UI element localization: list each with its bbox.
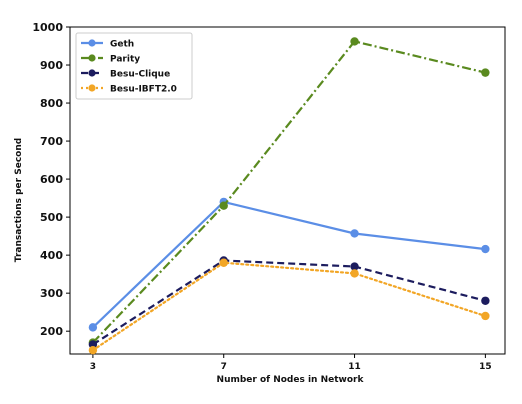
legend-label: Besu-IBFT2.0 xyxy=(110,85,177,95)
series-besu-clique xyxy=(88,256,490,349)
legend-swatch-marker xyxy=(88,69,96,77)
x-tick-label: 15 xyxy=(479,362,492,372)
plot-frame xyxy=(69,26,506,355)
x-tick-label: 3 xyxy=(90,362,96,372)
data-point xyxy=(481,68,490,77)
y-axis-label: Transactions per Second xyxy=(14,138,24,262)
y-tick-label: 600 xyxy=(40,173,63,186)
data-point xyxy=(481,244,490,254)
data-point xyxy=(350,262,359,271)
data-point xyxy=(481,296,490,305)
y-tick-label: 800 xyxy=(40,97,63,110)
x-axis: 3 7 11 15 xyxy=(90,354,492,372)
data-point xyxy=(88,345,98,355)
legend-label: Parity xyxy=(110,55,140,65)
legend-swatch-marker xyxy=(88,84,96,92)
y-tick-label: 1000 xyxy=(32,21,63,34)
y-tick-label: 900 xyxy=(40,59,63,72)
x-tick-label: 7 xyxy=(221,362,227,372)
y-tick-label: 500 xyxy=(40,211,63,224)
y-axis: 200 300 400 500 600 700 800 900 1000 xyxy=(32,21,70,338)
plot-area-border xyxy=(69,26,506,355)
legend-label: Besu-Clique xyxy=(110,70,170,80)
y-tick-label: 700 xyxy=(40,135,63,148)
data-point xyxy=(219,258,228,267)
data-point xyxy=(219,201,228,210)
legend-label: Geth xyxy=(110,40,134,50)
legend: Geth Parity Besu-Clique Besu-IBFT2.0 xyxy=(75,32,193,100)
x-axis-label: Number of Nodes in Network xyxy=(217,375,365,385)
y-tick-label: 200 xyxy=(40,325,63,338)
series-layer xyxy=(88,37,490,355)
data-point xyxy=(350,269,359,278)
legend-item: Besu-Clique xyxy=(81,69,170,80)
legend-item: Parity xyxy=(81,54,140,65)
series-besu-ibft2-0 xyxy=(88,258,490,355)
data-point xyxy=(350,229,359,238)
legend-swatch-marker xyxy=(88,54,96,62)
series-line xyxy=(92,259,486,346)
y-tick-label: 400 xyxy=(40,249,63,262)
legend-swatch-marker xyxy=(88,39,96,47)
legend-box xyxy=(75,32,193,100)
series-line xyxy=(91,261,487,352)
legend-item: Geth xyxy=(81,39,134,50)
data-point xyxy=(88,323,98,332)
data-point xyxy=(350,37,359,46)
data-point xyxy=(481,311,490,321)
y-tick-label: 300 xyxy=(40,287,63,300)
series-line xyxy=(92,40,486,344)
series-line xyxy=(92,200,486,329)
series-geth xyxy=(88,197,490,332)
legend-item: Besu-IBFT2.0 xyxy=(81,84,177,95)
x-tick-label: 11 xyxy=(348,362,361,372)
